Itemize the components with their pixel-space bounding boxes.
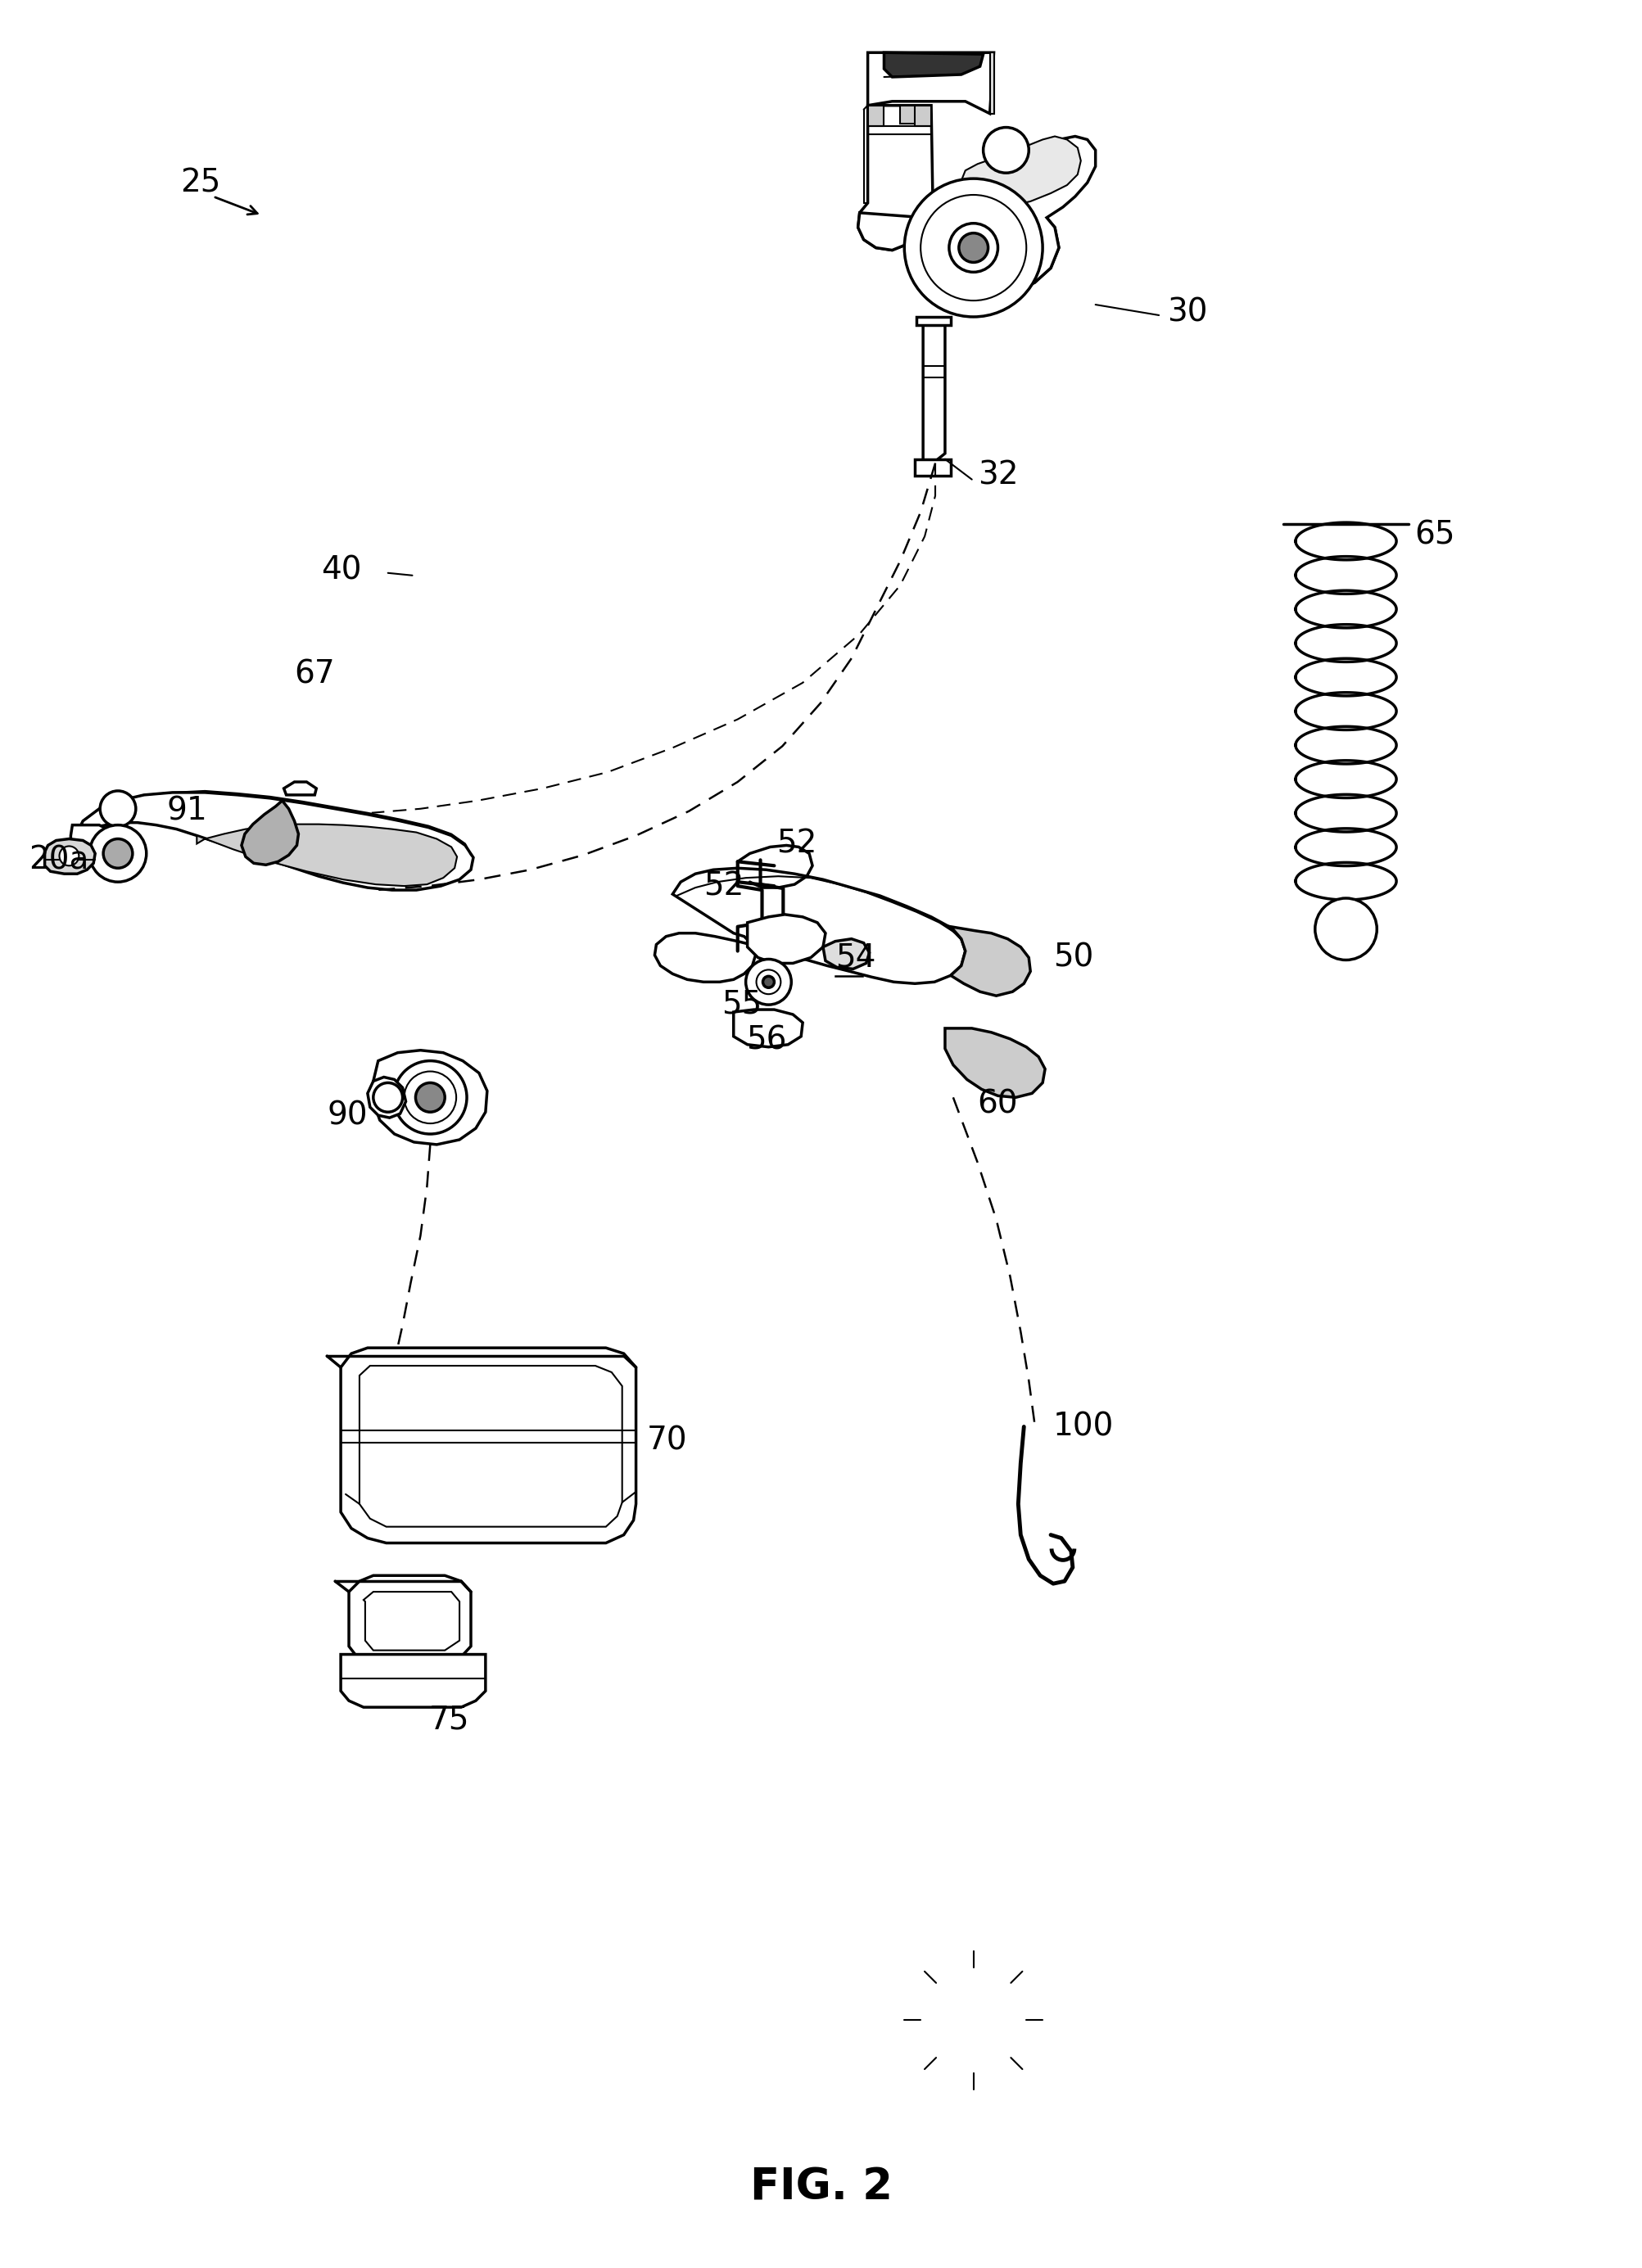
Text: 56: 56 bbox=[745, 1025, 787, 1057]
Text: 25: 25 bbox=[181, 168, 222, 197]
Polygon shape bbox=[923, 320, 944, 463]
Text: 40: 40 bbox=[322, 556, 361, 585]
Polygon shape bbox=[747, 914, 824, 964]
Circle shape bbox=[373, 1082, 402, 1111]
Circle shape bbox=[404, 1070, 456, 1123]
Polygon shape bbox=[284, 782, 317, 796]
Text: 20a: 20a bbox=[28, 844, 89, 875]
Polygon shape bbox=[951, 928, 1030, 996]
Circle shape bbox=[100, 792, 136, 826]
Polygon shape bbox=[915, 104, 931, 125]
Polygon shape bbox=[655, 869, 965, 984]
Polygon shape bbox=[71, 826, 113, 864]
Circle shape bbox=[89, 826, 146, 882]
Text: 67: 67 bbox=[294, 660, 335, 689]
Polygon shape bbox=[857, 213, 924, 249]
Text: 65: 65 bbox=[1414, 519, 1455, 551]
Polygon shape bbox=[340, 1653, 486, 1708]
Text: 52: 52 bbox=[777, 828, 816, 860]
Polygon shape bbox=[373, 1050, 488, 1145]
Polygon shape bbox=[368, 1077, 406, 1118]
Circle shape bbox=[103, 839, 133, 869]
Polygon shape bbox=[867, 104, 883, 125]
Polygon shape bbox=[957, 136, 1080, 209]
Circle shape bbox=[903, 179, 1043, 318]
Polygon shape bbox=[988, 52, 993, 113]
Circle shape bbox=[959, 234, 987, 263]
Polygon shape bbox=[734, 1009, 803, 1048]
Polygon shape bbox=[340, 1347, 635, 1542]
Circle shape bbox=[745, 959, 791, 1005]
Circle shape bbox=[1314, 898, 1376, 959]
Circle shape bbox=[762, 975, 773, 987]
Text: 90: 90 bbox=[327, 1100, 368, 1132]
Polygon shape bbox=[348, 1576, 471, 1662]
Text: 70: 70 bbox=[647, 1424, 686, 1456]
Polygon shape bbox=[72, 792, 473, 889]
Circle shape bbox=[984, 127, 1028, 172]
Text: 54: 54 bbox=[834, 941, 875, 973]
Circle shape bbox=[59, 846, 79, 866]
Text: FIG. 2: FIG. 2 bbox=[750, 2166, 892, 2209]
Polygon shape bbox=[241, 801, 299, 864]
Polygon shape bbox=[857, 104, 1059, 293]
Polygon shape bbox=[883, 52, 984, 77]
Polygon shape bbox=[44, 839, 95, 873]
Polygon shape bbox=[360, 1365, 622, 1526]
Polygon shape bbox=[916, 318, 951, 324]
Text: 32: 32 bbox=[977, 460, 1018, 490]
Text: 30: 30 bbox=[1166, 297, 1207, 329]
Polygon shape bbox=[900, 104, 916, 122]
Circle shape bbox=[415, 1082, 445, 1111]
Polygon shape bbox=[915, 458, 951, 476]
Circle shape bbox=[755, 971, 780, 993]
Polygon shape bbox=[924, 136, 1095, 293]
Circle shape bbox=[920, 195, 1026, 302]
Polygon shape bbox=[823, 939, 869, 968]
Polygon shape bbox=[363, 1592, 460, 1651]
Text: 55: 55 bbox=[721, 989, 762, 1018]
Polygon shape bbox=[197, 823, 456, 887]
Polygon shape bbox=[867, 52, 993, 113]
Text: 52: 52 bbox=[703, 871, 744, 903]
Text: 91: 91 bbox=[166, 796, 207, 828]
Text: 75: 75 bbox=[429, 1703, 470, 1735]
Polygon shape bbox=[944, 1027, 1044, 1098]
Text: 100: 100 bbox=[1053, 1411, 1113, 1442]
Text: 50: 50 bbox=[1053, 941, 1094, 973]
Circle shape bbox=[394, 1061, 466, 1134]
Text: 60: 60 bbox=[977, 1089, 1018, 1120]
Circle shape bbox=[949, 222, 997, 272]
